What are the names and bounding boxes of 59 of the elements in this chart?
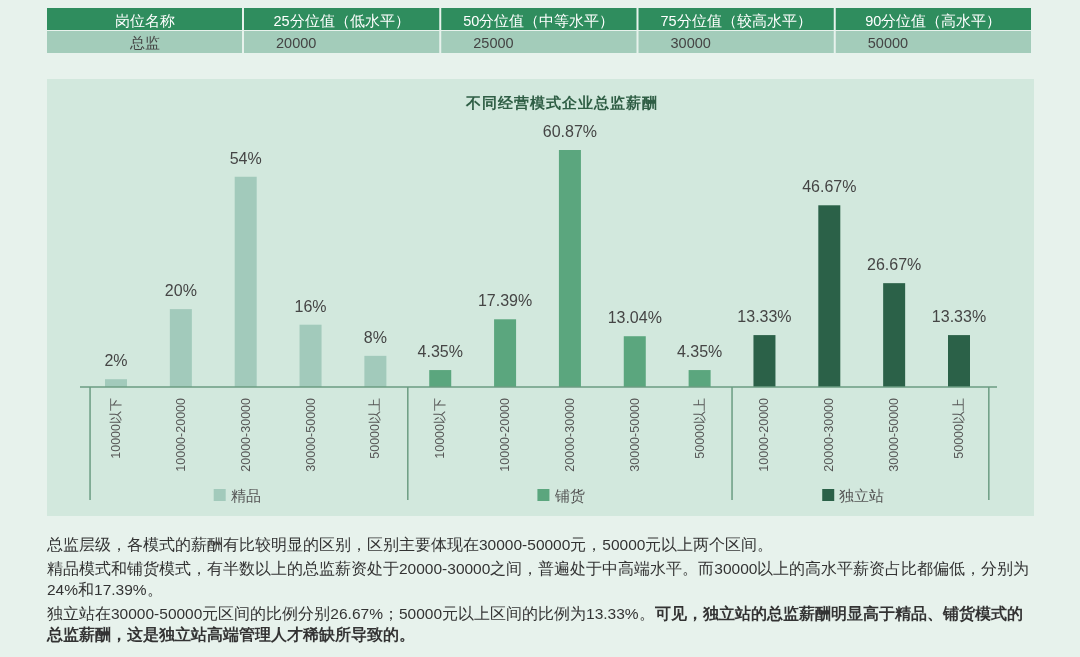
data-label: 17.39% <box>477 292 533 310</box>
bar <box>429 370 452 387</box>
x-tick-label: 50000以上 <box>368 398 383 459</box>
bar <box>364 355 387 387</box>
x-tick-label: 10000-20000 <box>173 397 188 472</box>
legend-label: 精品 <box>230 486 261 504</box>
x-tick-label: 10000以下 <box>433 398 448 459</box>
x-tick-label: 10000以下 <box>109 398 123 459</box>
x-tick-label: 20000-30000 <box>822 397 837 472</box>
bar <box>818 205 841 387</box>
data-label: 20% <box>164 282 197 300</box>
data-label: 8% <box>363 328 387 346</box>
bar <box>883 283 906 387</box>
data-label: 60.87% <box>542 123 598 140</box>
data-label: 30000 <box>670 34 711 51</box>
text: 独立站在30000-50000元区间的比例分别26.67%；50000元以上区间的比例为13.33%。可见，独立站的总监薪酬明显高于精品、铺货模式的总监薪酬，这是独立站高端管理人才稀缺所导致的。 <box>47 605 1023 643</box>
legend-label: 铺货 <box>553 486 585 504</box>
bar <box>234 176 257 387</box>
data-label: 25000 <box>473 34 514 51</box>
x-tick-label: 30000-50000 <box>627 397 642 472</box>
bar <box>169 309 192 387</box>
text: 总监 <box>128 34 160 51</box>
x-tick-label: 30000-50000 <box>887 397 902 472</box>
data-label: 26.67% <box>867 256 922 274</box>
text: 岗位名称 <box>114 12 175 29</box>
category-label: 75分位值（较高水平） <box>660 12 812 29</box>
x-tick-label: 30000-50000 <box>303 397 318 472</box>
legend-label: 独立站 <box>839 486 885 504</box>
category-label: 25分位值（低水平） <box>273 12 410 29</box>
text: 精品模式和铺货模式，有半数以上的总监薪资处于20000-30000之间，普遍处于中高端水平。而30000以上的高水平薪资占比都偏低，分别为24%和17.39%。 <box>47 559 1031 600</box>
data-label: 50000 <box>867 34 909 51</box>
bar <box>688 370 711 387</box>
x-tick-label: 20000-30000 <box>562 397 577 472</box>
chart-title: 不同经营模式企业总监薪酬 <box>465 93 658 111</box>
data-label: 13.33% <box>737 308 792 326</box>
data-label: 2% <box>104 352 128 370</box>
data-label: 16% <box>294 297 327 315</box>
data-label: 4.35% <box>417 343 463 361</box>
bar <box>105 379 127 387</box>
data-label: 46.67% <box>802 178 857 196</box>
x-tick-label: 10000-20000 <box>498 397 513 472</box>
bar <box>623 336 646 387</box>
x-tick-label: 50000以上 <box>952 398 966 459</box>
bar <box>948 335 970 387</box>
bar <box>494 319 517 387</box>
data-label: 54% <box>229 149 262 167</box>
data-label: 13.04% <box>607 309 662 327</box>
x-tick-label: 50000以上 <box>692 398 707 459</box>
bar <box>558 150 581 387</box>
bar <box>299 324 322 387</box>
bar <box>753 335 776 387</box>
data-label: 20000 <box>276 34 317 51</box>
category-label: 90分位值（高水平） <box>865 12 1002 29</box>
data-label: 4.35% <box>676 343 723 361</box>
x-tick-label: 10000-20000 <box>757 397 772 472</box>
category-label: 50分位值（中等水平） <box>463 12 615 29</box>
text: 总监层级，各模式的薪酬有比较明显的区别，区别主要体现在30000-50000元，50000元以上两个区间。 <box>47 535 775 555</box>
data-label: 13.33% <box>931 308 987 326</box>
x-tick-label: 20000-30000 <box>238 397 253 472</box>
